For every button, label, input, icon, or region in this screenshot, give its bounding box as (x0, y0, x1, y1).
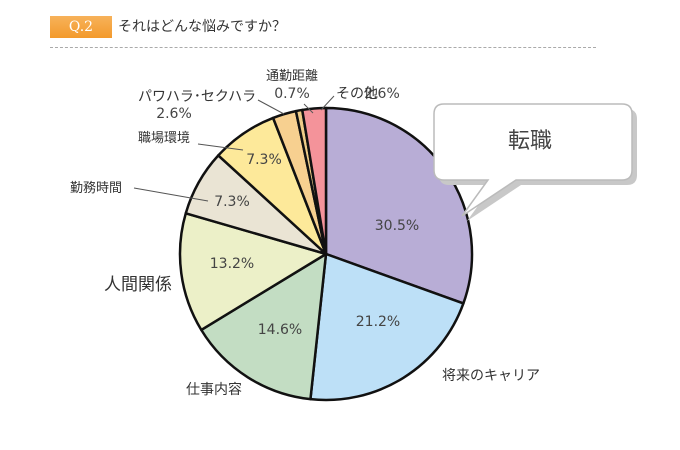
slice-value-label-3: 13.2% (210, 256, 254, 272)
question-text: それはどんな悩みですか？ (118, 19, 286, 35)
slice-value-label-1: 21.2% (356, 314, 400, 330)
slice-value-label-0: 30.5% (375, 218, 419, 234)
leader-line-8 (320, 95, 335, 111)
slice-value-label-7: 0.7% (274, 86, 310, 102)
slice-category-label-7: 通勤距離 (266, 69, 318, 84)
slice-category-label-8: その他 (336, 86, 378, 102)
pie-labels: 30.5% 21.2% 将来のキャリア 14.6% 仕事内容 13.2% 人間関係 7.3% 勤… (70, 69, 540, 398)
slice-8 (301, 106, 328, 256)
slice-category-label-4: 勤務時間 (70, 181, 122, 196)
leader-lines (133, 95, 335, 202)
slice-category-label-2: 仕事内容 (186, 381, 242, 398)
slice-category-label-5: 職場環境 (138, 131, 190, 146)
question-number-badge: Q.2 (50, 16, 112, 38)
slice-3 (178, 212, 328, 332)
slice-value-label-8: 2.6% (364, 86, 400, 102)
header-divider (50, 47, 596, 48)
slice-category-label-1: 将来のキャリア (442, 368, 540, 384)
slice-2 (200, 252, 328, 401)
leader-line-7 (303, 103, 314, 114)
leader-line-6 (257, 99, 285, 115)
slice-value-label-5: 7.3% (246, 152, 282, 168)
slice-value-label-4: 7.3% (214, 194, 250, 210)
slice-value-label-2: 14.6% (258, 322, 302, 338)
callout-text: 転職 (508, 129, 552, 154)
leader-line-5 (197, 143, 244, 151)
slice-value-label-6: 2.6% (156, 106, 192, 122)
callout-bubble: 転職 (433, 103, 637, 221)
callout-box (433, 103, 633, 217)
pie-slices (178, 106, 474, 402)
leader-line-4 (133, 187, 209, 202)
slice-1 (309, 252, 465, 402)
slice-category-label-6: パワハラ･セクハラ (138, 89, 256, 105)
slice-category-label-3: 人間関係 (104, 275, 172, 295)
